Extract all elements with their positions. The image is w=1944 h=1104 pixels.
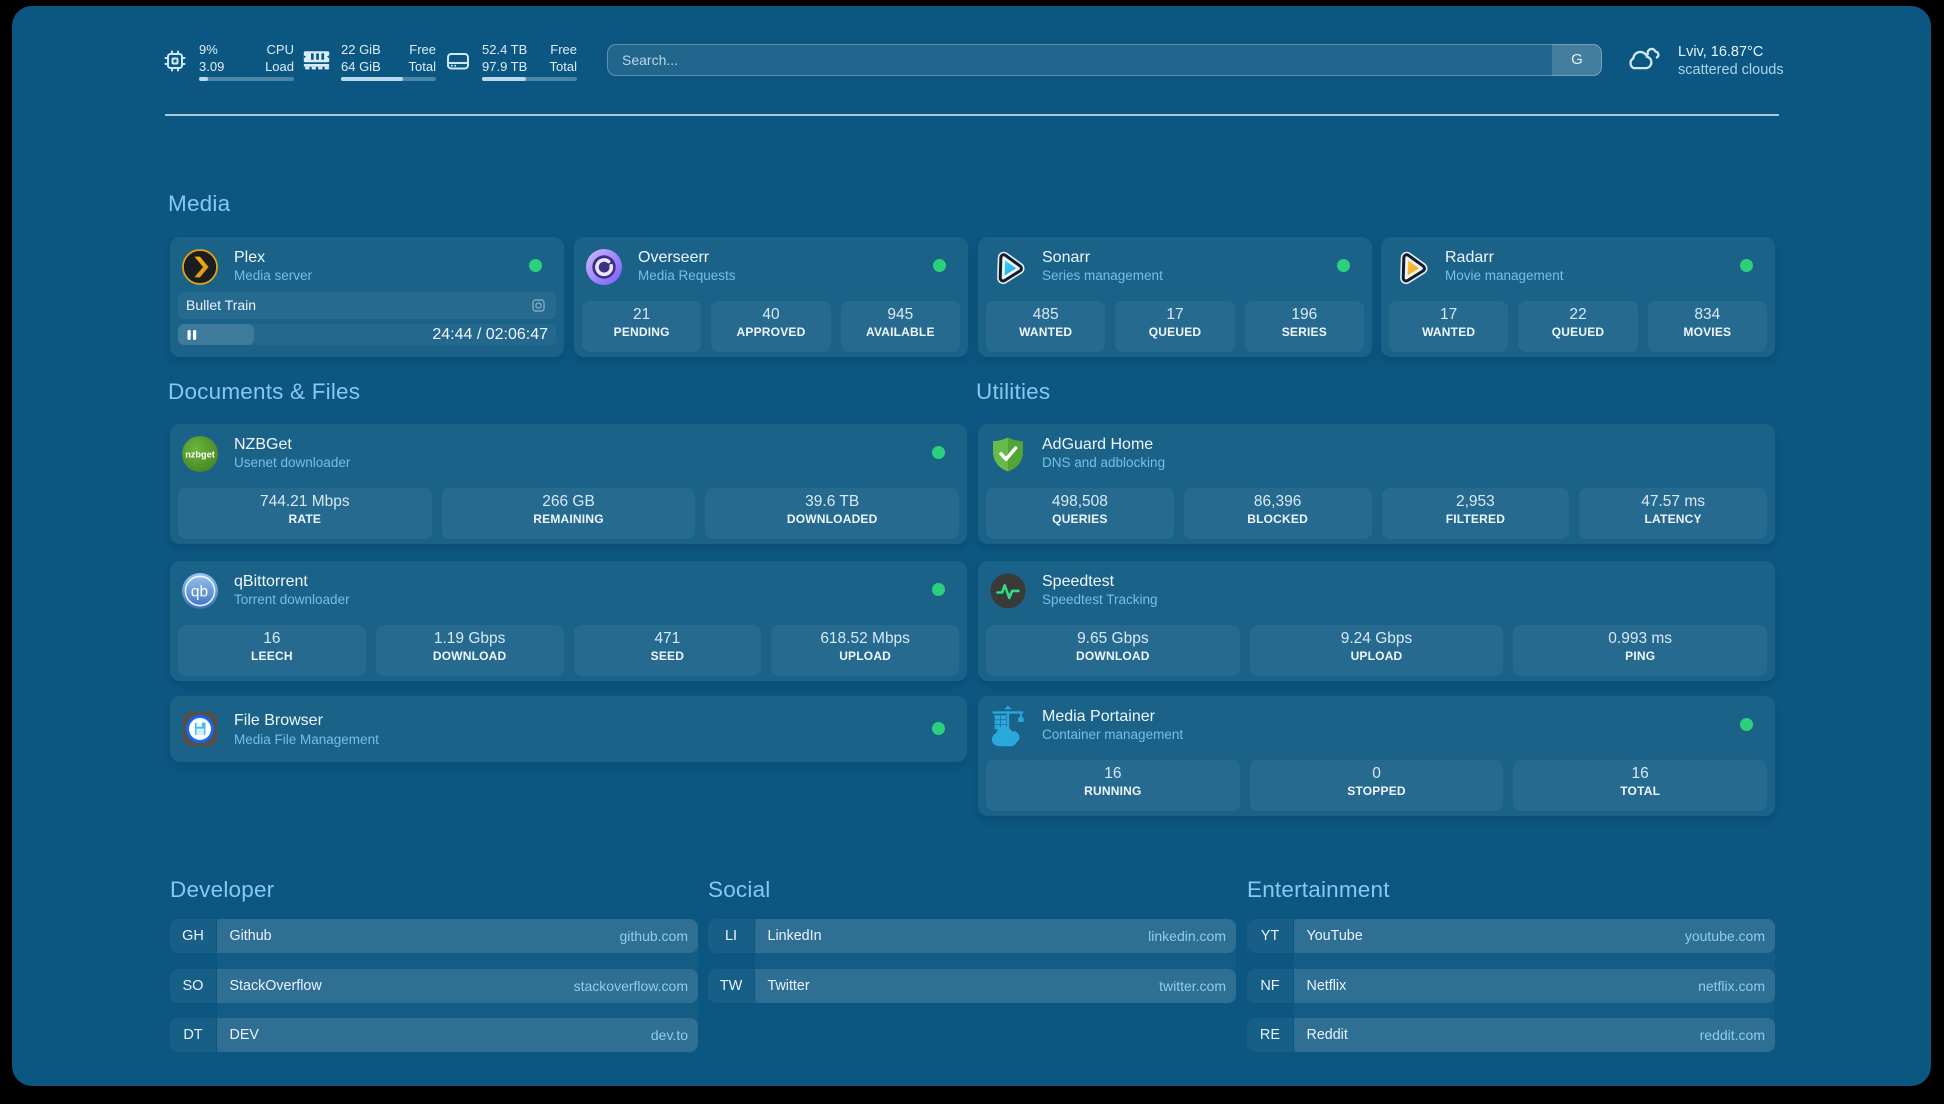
svg-text:qb: qb xyxy=(191,584,208,601)
svg-text:nzbget: nzbget xyxy=(185,449,215,459)
